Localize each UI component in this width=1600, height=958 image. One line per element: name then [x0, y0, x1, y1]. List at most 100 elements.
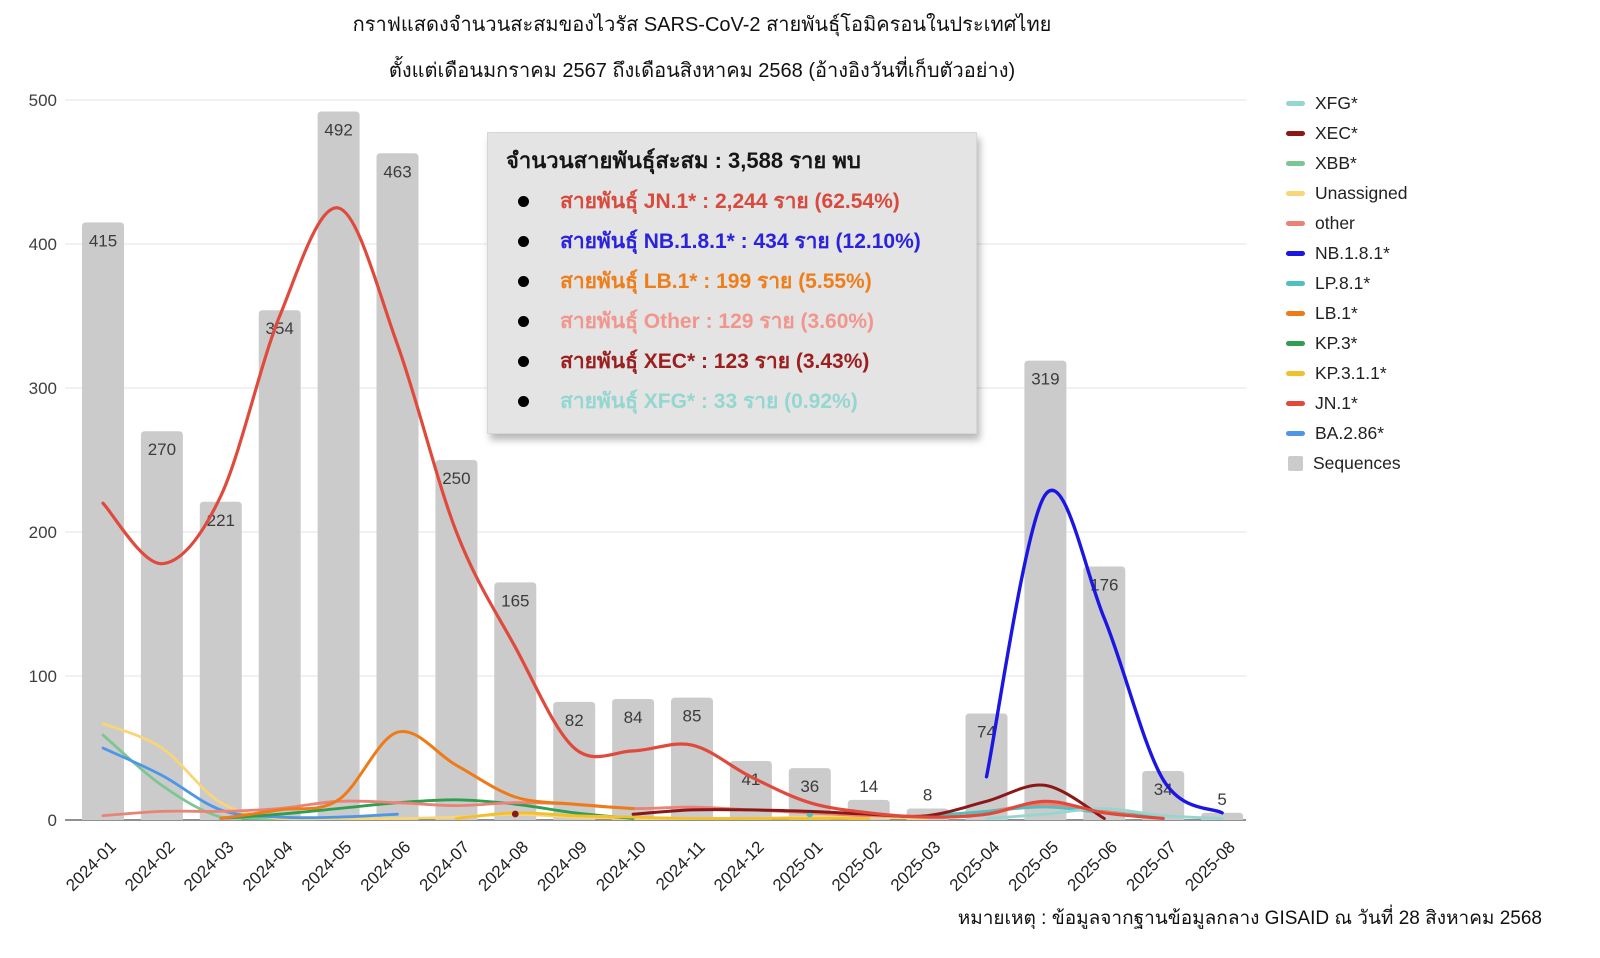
annotation-item: สายพันธุ์ Other : 129 ราย (3.60%) — [488, 301, 976, 341]
x-tick-label: 2024-06 — [357, 837, 415, 895]
legend-swatch-icon — [1286, 370, 1305, 376]
x-tick-label: 2024-05 — [298, 837, 356, 895]
legend-swatch-icon — [1288, 455, 1303, 471]
legend-swatch-icon — [1286, 310, 1305, 316]
bullet-dot-icon — [518, 395, 529, 407]
bar-value-label: 165 — [501, 591, 529, 610]
legend-swatch-icon — [1286, 220, 1305, 226]
legend-item-LB.1: LB.1* — [1286, 298, 1586, 328]
series-line-NB.1.8.1 — [984, 488, 1224, 815]
sequence-bar — [435, 460, 478, 820]
sequence-bar — [729, 760, 772, 820]
annotation-item: สายพันธุ์ JN.1* : 2,244 ราย (62.54%) — [488, 181, 976, 221]
y-tick-label: 0 — [48, 811, 57, 830]
annotation-item-text: สายพันธุ์ XEC* : 123 ราย (3.43%) — [560, 349, 870, 373]
x-tick-label: 2024-08 — [475, 837, 533, 895]
bullet-dot-icon — [518, 235, 529, 247]
x-tick-label: 2025-03 — [887, 837, 945, 895]
legend-swatch-icon — [1286, 130, 1305, 136]
bar-value-label: 85 — [683, 707, 702, 726]
legend-item-other: other — [1286, 208, 1586, 238]
legend-item-Unassigned: Unassigned — [1286, 178, 1586, 208]
legend-swatch-icon — [1286, 160, 1305, 166]
bullet-dot-icon — [518, 355, 529, 367]
legend-item-XFG: XFG* — [1286, 88, 1586, 118]
legend-label: XBB* — [1315, 152, 1357, 173]
legend-swatch-icon — [1286, 430, 1305, 436]
y-tick-label: 400 — [29, 235, 57, 254]
sequence-bar — [965, 713, 1008, 820]
sequence-bar — [612, 699, 655, 820]
sequence-bar — [376, 153, 419, 820]
bar-value-label: 463 — [383, 162, 411, 181]
series-point-XEC — [511, 810, 519, 818]
bullet-dot-icon — [518, 195, 529, 207]
series-line-LB.1 — [219, 729, 635, 820]
bar-value-label: 176 — [1090, 576, 1118, 595]
x-tick-label: 2024-03 — [180, 837, 238, 895]
legend-item-LP.8.1: LP.8.1* — [1286, 268, 1586, 298]
bar-value-label: 270 — [148, 440, 176, 459]
legend-item-KP.3: KP.3* — [1286, 328, 1586, 358]
x-tick-label: 2024-02 — [121, 837, 179, 895]
legend-swatch-icon — [1286, 280, 1305, 286]
legend-label: KP.3.1.1* — [1315, 362, 1387, 383]
legend-item-XBB: XBB* — [1286, 148, 1586, 178]
legend-item-XEC: XEC* — [1286, 118, 1586, 148]
sequence-bar — [1142, 771, 1185, 820]
sequence-bar — [140, 431, 183, 820]
chart-legend: XFG* XEC* XBB* Unassigned other NB.1.8.1* LP.8… — [1286, 88, 1586, 478]
x-tick-label: 2024-09 — [533, 837, 591, 895]
source-note: หมายเหตุ : ข้อมูลจากฐานข้อมูลกลาง GISAID… — [957, 908, 1542, 929]
x-tick-label: 2024-11 — [652, 837, 709, 894]
legend-label: other — [1315, 212, 1355, 233]
legend-item-KP.3.1.1: KP.3.1.1* — [1286, 358, 1586, 388]
legend-label: NB.1.8.1* — [1315, 242, 1390, 263]
annotation-item-text: สายพันธุ์ JN.1* : 2,244 ราย (62.54%) — [560, 189, 900, 213]
legend-item-Sequences: Sequences — [1286, 448, 1586, 478]
annotation-item-text: สายพันธุ์ NB.1.8.1* : 434 ราย (12.10%) — [560, 229, 921, 253]
y-tick-label: 100 — [29, 667, 57, 686]
y-tick-label: 500 — [29, 91, 57, 110]
annotation-item: สายพันธุ์ XFG* : 33 ราย (0.92%) — [488, 381, 976, 421]
legend-label: Sequences — [1313, 452, 1401, 473]
x-tick-label: 2025-06 — [1064, 837, 1122, 895]
x-tick-label: 2024-04 — [239, 837, 297, 895]
legend-swatch-icon — [1286, 250, 1305, 256]
bar-value-label: 415 — [89, 231, 117, 250]
y-tick-label: 200 — [29, 523, 57, 542]
annotation-header: จำนวนสายพันธุ์สะสม : 3,588 ราย พบ — [506, 148, 861, 173]
sequence-bar — [258, 310, 301, 820]
legend-label: Unassigned — [1315, 182, 1408, 203]
x-tick-label: 2024-10 — [592, 837, 650, 895]
bar-value-label: 84 — [624, 708, 643, 727]
bar-value-label: 8 — [923, 785, 932, 804]
bar-value-label: 492 — [324, 121, 352, 140]
bar-value-label: 354 — [266, 319, 294, 338]
annotation-item: สายพันธุ์ XEC* : 123 ราย (3.43%) — [488, 341, 976, 381]
x-tick-label: 2024-07 — [416, 837, 474, 895]
series-line-XFG — [985, 807, 1224, 820]
x-tick-label: 2025-05 — [1005, 837, 1063, 895]
x-tick-label: 2024-12 — [710, 837, 768, 895]
x-tick-label: 2024-01 — [62, 837, 120, 895]
bullet-dot-icon — [518, 315, 529, 327]
legend-label: XFG* — [1315, 92, 1358, 113]
summary-annotation-box: จำนวนสายพันธุ์สะสม : 3,588 ราย พบ สายพัน… — [487, 132, 977, 434]
legend-swatch-icon — [1286, 100, 1305, 106]
bar-value-label: 319 — [1031, 370, 1059, 389]
legend-item-BA.2.86: BA.2.86* — [1286, 418, 1586, 448]
bar-value-label: 221 — [207, 511, 235, 530]
series-line-KP.3.1.1 — [455, 811, 871, 820]
legend-swatch-icon — [1286, 400, 1305, 406]
legend-item-NB.1.8.1: NB.1.8.1* — [1286, 238, 1586, 268]
annotation-item: สายพันธุ์ LB.1* : 199 ราย (5.55%) — [488, 261, 976, 301]
annotation-item-text: สายพันธุ์ LB.1* : 199 ราย (5.55%) — [560, 269, 872, 293]
x-tick-label: 2025-04 — [946, 837, 1004, 895]
series-line-JN.1 — [101, 206, 1165, 821]
annotation-item: สายพันธุ์ NB.1.8.1* : 434 ราย (12.10%) — [488, 221, 976, 261]
sequence-bar — [1083, 566, 1126, 820]
legend-label: JN.1* — [1315, 392, 1358, 413]
